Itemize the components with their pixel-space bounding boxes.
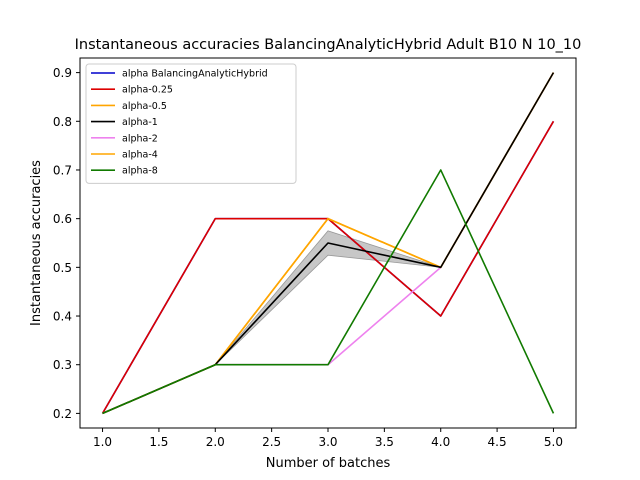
legend-entry-label: alpha BalancingAnalyticHybrid [122,69,268,80]
x-axis-ticks: 1.0 1.5 2.0 2.5 3.0 3.5 4.0 4.5 5.0 [93,428,563,449]
y-tick-label: 0.3 [53,358,72,372]
legend: alpha BalancingAnalyticHybrid alpha-0.25 a… [85,63,297,184]
series-line-alpha-8 [102,169,555,415]
y-tick-label: 0.2 [53,407,72,421]
x-tick-label: 4.0 [431,435,450,449]
x-tick-label: 2.0 [206,435,225,449]
y-tick-label: 0.6 [53,212,72,226]
legend-entry-label: alpha-2 [122,133,158,144]
legend-entry-label: alpha-4 [122,150,158,161]
y-tick-label: 0.5 [53,261,72,275]
x-tick-label: 3.5 [375,435,394,449]
x-tick-label: 5.0 [544,435,563,449]
y-axis-ticks: 0.2 0.3 0.4 0.5 0.6 0.7 0.8 0.9 [53,66,80,421]
legend-entry-label: alpha-0.5 [122,101,167,112]
x-tick-label: 1.5 [149,435,168,449]
series-layer [101,72,555,415]
legend-entry-label: alpha-8 [122,166,158,177]
x-tick-label: 3.0 [318,435,337,449]
legend-entry-label: alpha-1 [122,117,158,128]
x-tick-label: 2.5 [262,435,281,449]
legend-box [85,63,297,184]
y-axis-label: Instantaneous accuracies [29,160,44,326]
legend-entry-label: alpha-0.25 [122,85,173,96]
y-tick-label: 0.7 [53,163,72,177]
y-tick-label: 0.4 [53,310,72,324]
x-tick-label: 1.0 [93,435,112,449]
chart-title: Instantaneous accuracies BalancingAnalyt… [75,37,582,53]
y-tick-label: 0.9 [53,66,72,80]
x-tick-label: 4.5 [488,435,507,449]
x-axis-label: Number of batches [266,456,391,471]
y-tick-label: 0.8 [53,115,72,129]
